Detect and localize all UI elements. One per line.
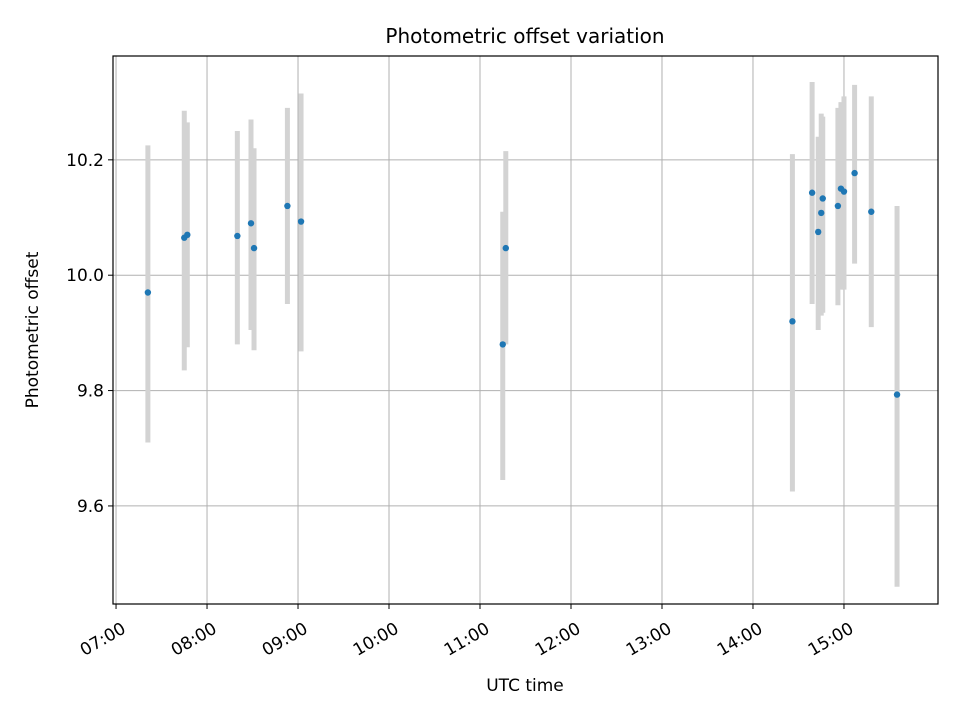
data-point xyxy=(868,208,875,215)
y-tick-label: 9.8 xyxy=(77,382,104,402)
data-point xyxy=(499,341,506,348)
data-point xyxy=(808,189,816,196)
data-point xyxy=(789,318,796,325)
y-tick-label: 9.6 xyxy=(77,497,104,517)
data-point xyxy=(814,228,822,236)
data-point xyxy=(284,202,291,210)
y-tick-label: 10.2 xyxy=(66,151,104,171)
data-point xyxy=(840,188,848,195)
data-point xyxy=(502,244,509,252)
plot-area-frame xyxy=(112,55,939,605)
chart-title: Photometric offset variation xyxy=(385,24,664,48)
data-point xyxy=(144,289,152,296)
data-point xyxy=(250,244,258,252)
x-axis-label: UTC time xyxy=(486,676,564,696)
data-point xyxy=(834,202,842,210)
y-axis-label: Photometric offset xyxy=(23,251,43,408)
y-axis-ticks: 9.6 9.8 10.0 10.2 xyxy=(66,151,113,517)
data-point xyxy=(297,218,305,225)
data-point xyxy=(851,169,858,177)
data-point xyxy=(184,231,191,239)
data-point xyxy=(819,195,826,202)
data-point xyxy=(818,209,825,217)
data-point xyxy=(234,232,241,240)
point-layer xyxy=(144,169,901,398)
data-point xyxy=(893,391,901,398)
data-point xyxy=(247,220,255,227)
y-tick-label: 10.0 xyxy=(66,266,104,286)
